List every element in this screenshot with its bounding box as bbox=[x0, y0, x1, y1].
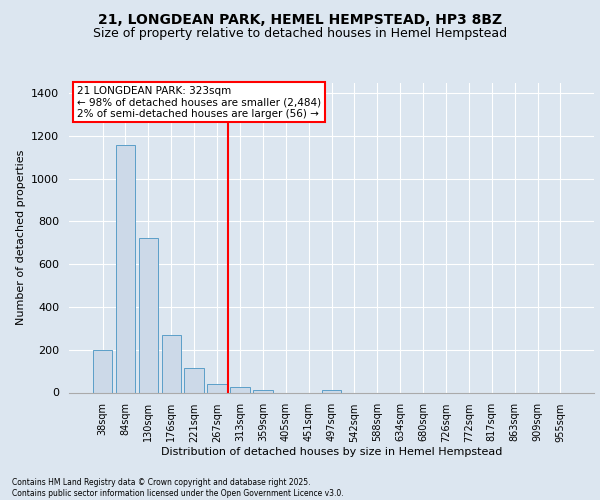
Bar bbox=[93, 350, 112, 393]
Bar bbox=[208, 384, 227, 392]
Text: Size of property relative to detached houses in Hemel Hempstead: Size of property relative to detached ho… bbox=[93, 28, 507, 40]
X-axis label: Distribution of detached houses by size in Hemel Hempstead: Distribution of detached houses by size … bbox=[161, 448, 502, 458]
Bar bbox=[253, 390, 272, 392]
Y-axis label: Number of detached properties: Number of detached properties bbox=[16, 150, 26, 325]
Bar bbox=[230, 387, 250, 392]
Text: 21, LONGDEAN PARK, HEMEL HEMPSTEAD, HP3 8BZ: 21, LONGDEAN PARK, HEMEL HEMPSTEAD, HP3 … bbox=[98, 12, 502, 26]
Text: Contains HM Land Registry data © Crown copyright and database right 2025.
Contai: Contains HM Land Registry data © Crown c… bbox=[12, 478, 344, 498]
Bar bbox=[116, 144, 135, 392]
Text: 21 LONGDEAN PARK: 323sqm
← 98% of detached houses are smaller (2,484)
2% of semi: 21 LONGDEAN PARK: 323sqm ← 98% of detach… bbox=[77, 86, 321, 119]
Bar bbox=[161, 335, 181, 392]
Bar bbox=[322, 390, 341, 392]
Bar bbox=[184, 368, 204, 392]
Bar bbox=[139, 238, 158, 392]
